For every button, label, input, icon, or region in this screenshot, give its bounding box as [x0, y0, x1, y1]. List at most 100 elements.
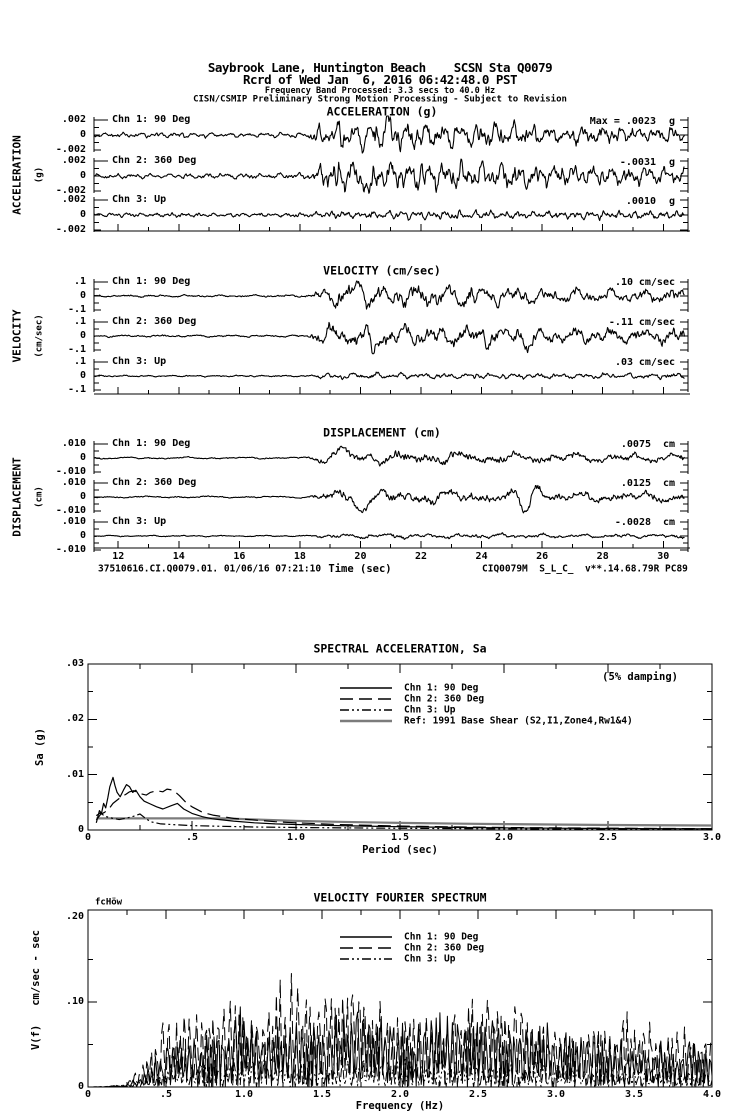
time-tick-label: 22	[414, 551, 428, 562]
fourier-series-ch3	[88, 1058, 713, 1088]
fourier-x-tick-label: 2.0	[390, 1089, 410, 1100]
displacement-channel-label: Chn 3: Up	[112, 516, 167, 527]
header-record-line: Rcrd of Wed Jan 6, 2016 06:42:48.0 PST	[243, 71, 518, 87]
velocity-ylabel: VELOCITY	[10, 309, 24, 363]
displacement-waveform-ch2	[93, 484, 685, 514]
velocity-ytick-label: .1	[73, 316, 86, 327]
fourier-x-tick-label: 0	[84, 1089, 92, 1100]
acceleration-peak-value: .0010	[625, 196, 656, 207]
time-tick-label: 24	[475, 551, 488, 562]
displacement-peak-value: .0075	[620, 439, 651, 450]
time-tick-label: 14	[172, 551, 185, 562]
acceleration-ytick-label: -.002	[55, 144, 86, 155]
fourier-legend-label-2: Chn 2: 360 Deg	[404, 942, 485, 954]
displacement-ytick-label: -.010	[55, 505, 86, 516]
acceleration-yunit: (g)	[34, 166, 45, 184]
displacement-ytick-label: 0	[79, 452, 86, 463]
displacement-peak-unit: cm	[662, 439, 675, 450]
sa-y-tick-label: .01	[65, 768, 84, 780]
footer-station-code: CIQ0079M S_L_C_ v**.14.68.79R PC89	[482, 563, 688, 575]
sa-legend-label-1: Chn 1: 90 Deg	[404, 682, 479, 694]
fourier-xlabel: Frequency (Hz)	[355, 1099, 445, 1112]
displacement-ytick-label: -.010	[55, 466, 86, 477]
acceleration-peak-unit: g	[668, 196, 675, 207]
acceleration-channel-label: Chn 1: 90 Deg	[112, 114, 191, 125]
displacement-channel-label: Chn 1: 90 Deg	[112, 438, 191, 449]
velocity-title: VELOCITY (cm/sec)	[323, 263, 441, 278]
fourier-x-tick-label: 1.0	[234, 1089, 254, 1100]
velocity-channel-label: Chn 2: 360 Deg	[112, 316, 197, 327]
velocity-ytick-label: 0	[79, 330, 86, 341]
acceleration-peak-value: Max = .0023	[589, 116, 656, 127]
acceleration-peak-unit: g	[668, 116, 675, 127]
velocity-waveform-ch1	[93, 280, 685, 310]
acceleration-ytick-label: 0	[79, 170, 86, 181]
displacement-peak-unit: cm	[662, 517, 675, 528]
acceleration-waveform-ch3	[93, 209, 685, 222]
acceleration-ytick-label: .002	[61, 114, 86, 125]
displacement-ytick-label: .010	[61, 516, 86, 527]
fourier-x-tick-label: 1.5	[312, 1089, 332, 1100]
velocity-peak-value: .03	[614, 357, 633, 368]
velocity-ytick-label: 0	[79, 370, 86, 381]
fourier-x-tick-label: 4.0	[702, 1089, 722, 1100]
fourier-y-tick-label: .20	[65, 911, 84, 922]
sa-x-tick-label: 3.0	[702, 832, 722, 843]
velocity-peak-unit: cm/sec	[638, 357, 675, 368]
fourier-title: VELOCITY FOURIER SPECTRUM	[313, 890, 487, 905]
time-tick-label: 28	[596, 551, 609, 562]
time-tick-label: 12	[112, 551, 125, 562]
sa-series-ch1	[95, 776, 713, 830]
displacement-peak-value: .0125	[620, 478, 651, 489]
fourier-legend-label-1: Chn 1: 90 Deg	[404, 931, 479, 943]
velocity-ytick-label: -.1	[67, 304, 86, 315]
velocity-yunit: (cm/sec)	[34, 314, 45, 358]
sa-legend-label-2: Chn 2: 360 Deg	[404, 693, 485, 705]
header-station-line: Saybrook Lane, Huntington Beach SCSN Sta…	[207, 59, 553, 75]
time-tick-label: 30	[657, 551, 670, 562]
time-tick-label: 16	[233, 551, 246, 562]
sa-y-tick-label: .02	[65, 713, 84, 725]
sa-x-tick-label: .5	[185, 832, 199, 843]
velocity-waveform-ch2	[93, 321, 686, 355]
displacement-ytick-label: 0	[79, 491, 86, 502]
acceleration-ytick-label: 0	[79, 129, 86, 140]
acceleration-waveform-ch1	[93, 115, 685, 154]
velocity-ytick-label: -.1	[67, 384, 86, 395]
velocity-peak-unit: cm/sec	[638, 277, 675, 288]
sa-xlabel: Period (sec)	[362, 843, 438, 856]
displacement-peak-value: -.0028	[614, 517, 651, 528]
displacement-ytick-label: .010	[61, 438, 86, 449]
acceleration-ytick-label: .002	[61, 194, 86, 205]
acceleration-ytick-label: -.002	[55, 224, 86, 235]
velocity-ytick-label: 0	[79, 290, 86, 301]
sa-frame	[87, 663, 713, 831]
velocity-channel-label: Chn 1: 90 Deg	[112, 276, 191, 287]
sa-damping-annotation: (5% damping)	[602, 670, 678, 683]
sa-x-tick-label: 2.5	[598, 832, 618, 843]
sa-legend-label-4: Ref: 1991 Base Shear (S2,I1,Zone4,Rw1&4)	[404, 715, 633, 727]
displacement-channel-label: Chn 2: 360 Deg	[112, 477, 197, 488]
time-tick-label: 20	[354, 551, 367, 562]
displacement-waveform-ch3	[93, 532, 685, 540]
acceleration-ytick-label: .002	[61, 155, 86, 166]
sa-x-tick-label: 1.5	[390, 832, 410, 843]
fourier-x-tick-label: 2.5	[468, 1089, 488, 1100]
acceleration-channel-label: Chn 2: 360 Deg	[112, 155, 197, 166]
fourier-y-tick-label: .10	[65, 996, 84, 1007]
sa-series-ref	[96, 817, 713, 827]
acceleration-ytick-label: 0	[79, 209, 86, 220]
fourier-legend-label-3: Chn 3: Up	[404, 953, 456, 965]
sa-title: SPECTRAL ACCELERATION, Sa	[313, 641, 487, 656]
acceleration-peak-unit: g	[668, 157, 675, 168]
time-tick-label: 26	[536, 551, 549, 562]
velocity-ytick-label: .1	[73, 356, 86, 367]
sa-x-tick-label: 2.0	[494, 832, 514, 843]
acceleration-peak-value: -.0031	[619, 157, 656, 168]
acceleration-ylabel: ACCELERATION	[10, 135, 24, 215]
fourier-y-tick-label: 0	[77, 1081, 84, 1092]
sa-legend-label-3: Chn 3: Up	[404, 704, 456, 716]
fourier-x-tick-label: .5	[159, 1089, 173, 1100]
velocity-channel-label: Chn 3: Up	[112, 356, 167, 367]
